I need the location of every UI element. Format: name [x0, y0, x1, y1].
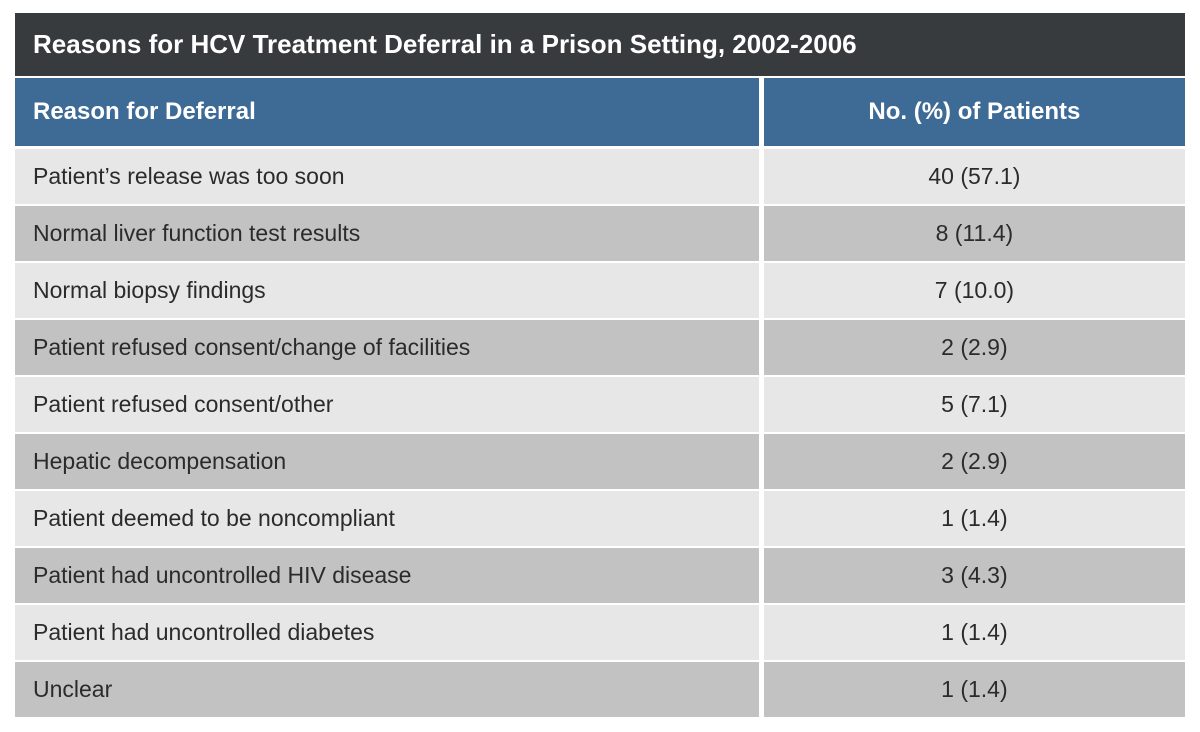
table-row: Patient’s release was too soon 40 (57.1)	[15, 149, 1185, 206]
cell-count: 8 (11.4)	[764, 206, 1185, 263]
cell-count: 7 (10.0)	[764, 263, 1185, 320]
cell-count: 1 (1.4)	[764, 491, 1185, 548]
cell-reason: Patient’s release was too soon	[15, 149, 764, 206]
cell-reason: Patient refused consent/change of facili…	[15, 320, 764, 377]
deferral-table-container: Reasons for HCV Treatment Deferral in a …	[14, 12, 1186, 718]
cell-count: 40 (57.1)	[764, 149, 1185, 206]
table-row: Normal biopsy findings 7 (10.0)	[15, 263, 1185, 320]
cell-count: 5 (7.1)	[764, 377, 1185, 434]
column-header-count: No. (%) of Patients	[764, 78, 1185, 149]
cell-count: 2 (2.9)	[764, 320, 1185, 377]
column-header-reason: Reason for Deferral	[15, 78, 764, 149]
table-row: Unclear 1 (1.4)	[15, 662, 1185, 717]
cell-reason: Normal liver function test results	[15, 206, 764, 263]
deferral-table: Reason for Deferral No. (%) of Patients …	[15, 78, 1185, 717]
cell-reason: Patient deemed to be noncompliant	[15, 491, 764, 548]
cell-reason: Patient refused consent/other	[15, 377, 764, 434]
table-row: Patient had uncontrolled HIV disease 3 (…	[15, 548, 1185, 605]
table-row: Hepatic decompensation 2 (2.9)	[15, 434, 1185, 491]
table-title: Reasons for HCV Treatment Deferral in a …	[15, 13, 1185, 78]
cell-reason: Patient had uncontrolled diabetes	[15, 605, 764, 662]
table-header-row: Reason for Deferral No. (%) of Patients	[15, 78, 1185, 149]
cell-reason: Normal biopsy findings	[15, 263, 764, 320]
table-row: Normal liver function test results 8 (11…	[15, 206, 1185, 263]
cell-reason: Hepatic decompensation	[15, 434, 764, 491]
table-row: Patient refused consent/other 5 (7.1)	[15, 377, 1185, 434]
cell-count: 1 (1.4)	[764, 605, 1185, 662]
cell-reason: Unclear	[15, 662, 764, 717]
cell-count: 2 (2.9)	[764, 434, 1185, 491]
table-row: Patient refused consent/change of facili…	[15, 320, 1185, 377]
table-row: Patient deemed to be noncompliant 1 (1.4…	[15, 491, 1185, 548]
cell-count: 3 (4.3)	[764, 548, 1185, 605]
cell-count: 1 (1.4)	[764, 662, 1185, 717]
cell-reason: Patient had uncontrolled HIV disease	[15, 548, 764, 605]
table-row: Patient had uncontrolled diabetes 1 (1.4…	[15, 605, 1185, 662]
